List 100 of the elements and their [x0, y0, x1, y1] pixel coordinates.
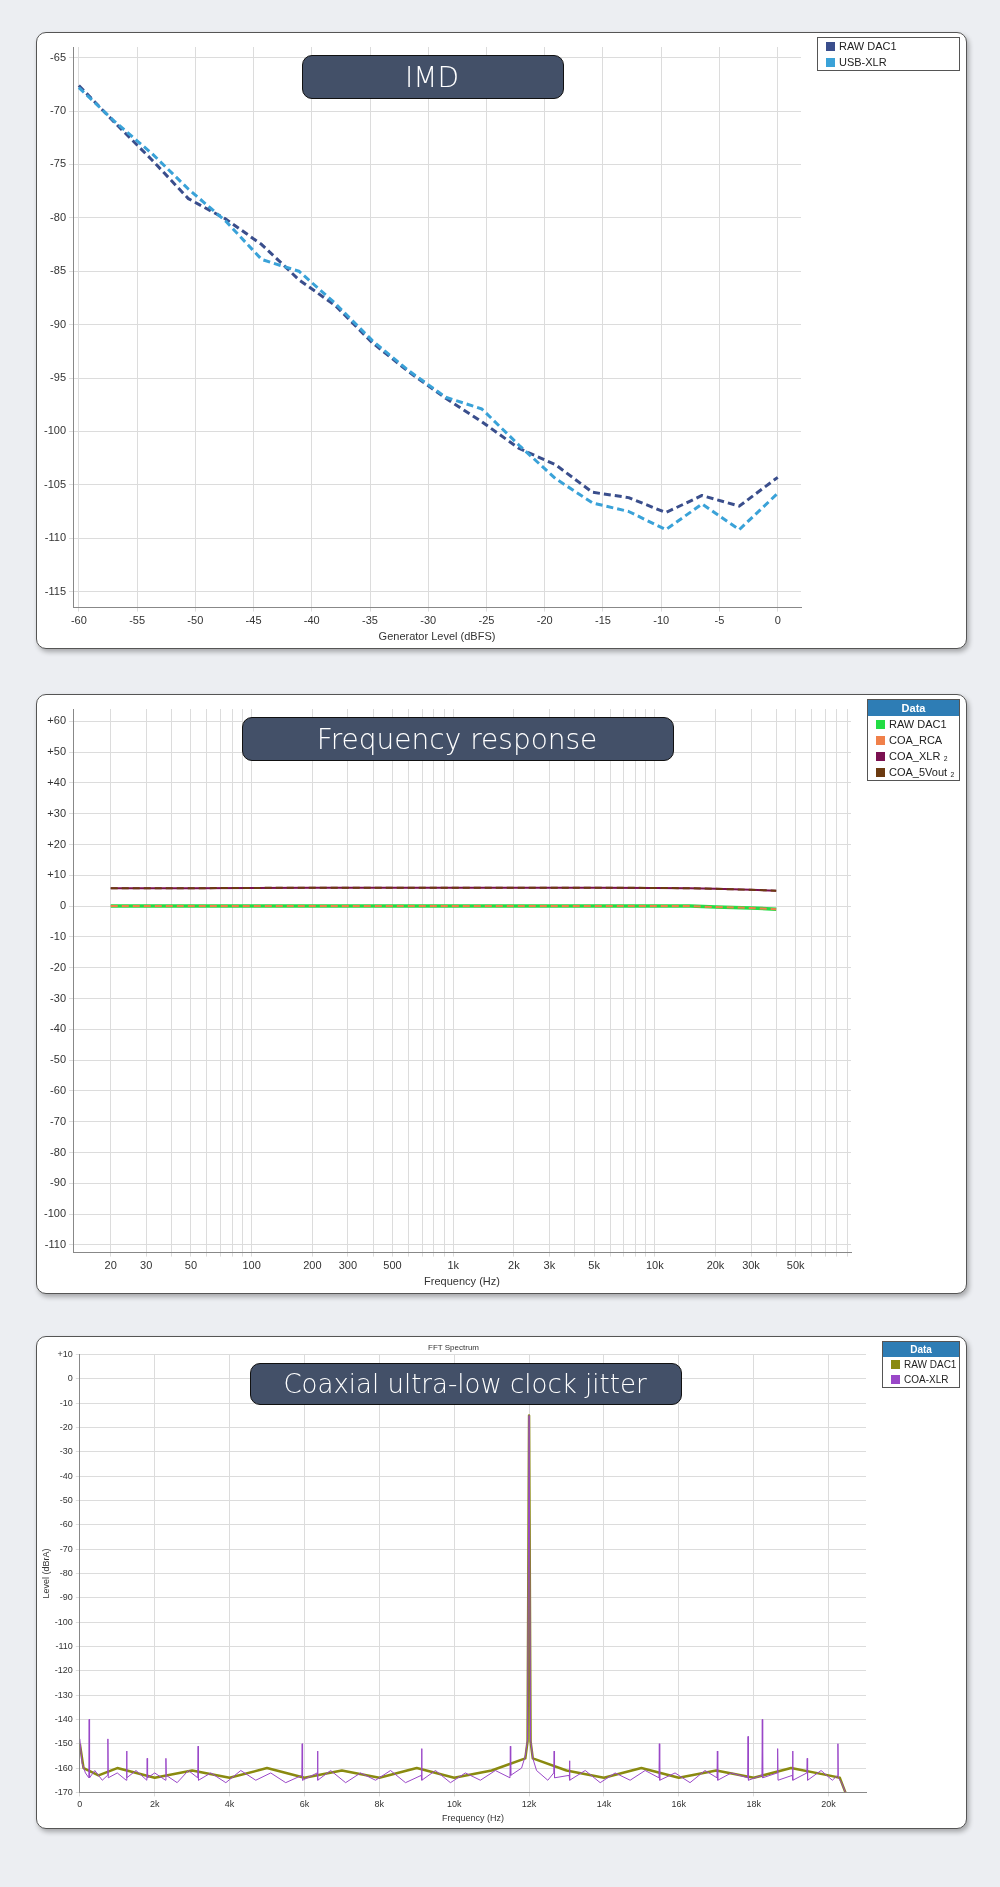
x-tick-label: -60 — [70, 614, 87, 627]
legend-title: Data — [868, 700, 959, 716]
y-axis-title: Level (dBrA) — [40, 1548, 51, 1599]
x-tick-label: 50 — [184, 1259, 198, 1272]
x-tick-label: -40 — [303, 614, 320, 627]
legend-title: Data — [883, 1342, 959, 1357]
y-tick-label: -40 — [50, 1022, 67, 1035]
text: Frequency response — [315, 723, 599, 756]
x-tick-label: 10k — [645, 1259, 665, 1272]
text: Coaxial ultra-low clock jitter — [282, 1369, 648, 1399]
y-tick-label: -80 — [50, 210, 67, 223]
x-tick-label: -10 — [653, 614, 670, 627]
x-tick-label: 30 — [140, 1259, 153, 1272]
x-tick-label: 18k — [746, 1799, 762, 1810]
x-tick-label: 20k — [706, 1259, 725, 1272]
x-axis-title: Generator Level (dBFS) — [378, 630, 496, 643]
y-tick-label: -100 — [43, 1207, 67, 1220]
y-tick-label: -110 — [44, 1237, 67, 1250]
y-tick-label: 0 — [67, 1373, 73, 1384]
x-tick-label: 20k — [821, 1799, 837, 1810]
y-tick-label: -40 — [59, 1470, 73, 1481]
x-tick-label: 500 — [383, 1259, 402, 1272]
y-tick-label: -30 — [50, 991, 67, 1004]
x-tick-label: 3k — [543, 1259, 556, 1272]
y-tick-label: +30 — [47, 806, 67, 819]
y-tick-label: -50 — [59, 1495, 73, 1506]
x-tick-label: 0 — [77, 1799, 83, 1810]
y-tick-label: +20 — [47, 837, 67, 850]
legend-label: COA_XLR ₂ — [889, 750, 948, 762]
y-tick-label: -100 — [54, 1616, 73, 1627]
x-tick-label: 2k — [508, 1259, 521, 1272]
x-tick-label: 4k — [224, 1799, 235, 1810]
x-tick-label: -35 — [362, 614, 378, 627]
y-tick-label: +10 — [47, 868, 67, 881]
y-tick-label: -60 — [59, 1519, 73, 1530]
x-tick-label: 10k — [446, 1799, 462, 1810]
y-tick-label: -20 — [50, 960, 67, 973]
legend-label: RAW DAC1 — [889, 718, 947, 730]
text: IMD — [404, 61, 460, 94]
y-tick-label: -170 — [54, 1786, 73, 1797]
y-tick-label: -95 — [50, 371, 67, 384]
y-tick-label: +50 — [47, 745, 67, 758]
y-tick-label: -105 — [43, 477, 67, 490]
x-axis-title: Frequency (Hz) — [441, 1813, 504, 1824]
y-tick-label: -60 — [50, 1083, 67, 1096]
legend-label: COA-XLR — [904, 1374, 949, 1385]
legend-label: COA_RCA — [889, 734, 943, 746]
x-tick-label: -25 — [478, 614, 495, 627]
x-tick-label: 14k — [596, 1799, 612, 1810]
y-tick-label: +40 — [47, 775, 67, 788]
y-tick-label: -115 — [44, 584, 67, 597]
x-tick-label: -15 — [595, 614, 611, 627]
y-tick-label: -70 — [59, 1543, 73, 1554]
x-tick-label: -45 — [245, 614, 262, 627]
y-tick-label: -90 — [59, 1592, 73, 1603]
y-tick-label: -30 — [59, 1446, 73, 1457]
x-tick-label: -5 — [714, 614, 725, 627]
x-tick-label: 200 — [303, 1259, 322, 1272]
x-tick-label: -20 — [536, 614, 553, 627]
x-axis-title: Frequency (Hz) — [424, 1275, 500, 1288]
legend-label: COA_5Vout ₂ — [889, 766, 955, 778]
legend-label: RAW DAC1 — [904, 1359, 957, 1370]
y-tick-label: -110 — [44, 531, 67, 544]
x-tick-label: -55 — [129, 614, 146, 627]
y-tick-label: -75 — [50, 157, 67, 170]
x-tick-label: -50 — [187, 614, 204, 627]
x-tick-label: 5k — [588, 1259, 601, 1272]
y-tick-label: -10 — [50, 929, 67, 942]
y-tick-label: 0 — [59, 899, 67, 912]
y-tick-label: -10 — [59, 1397, 73, 1408]
x-tick-label: 12k — [521, 1799, 537, 1810]
y-tick-label: -80 — [50, 1145, 67, 1158]
y-tick-label: -120 — [54, 1665, 73, 1676]
x-tick-label: 20 — [104, 1259, 117, 1272]
y-tick-label: -70 — [50, 104, 67, 117]
x-tick-label: 100 — [242, 1259, 261, 1272]
x-tick-label: 50k — [786, 1259, 806, 1272]
y-tick-label: -65 — [50, 50, 67, 63]
y-tick-label: -160 — [54, 1762, 73, 1773]
y-tick-label: -110 — [55, 1640, 73, 1651]
y-tick-label: -150 — [54, 1738, 73, 1749]
y-tick-label: -130 — [54, 1689, 73, 1700]
y-tick-label: -50 — [50, 1053, 67, 1066]
legend-label: RAW DAC1 — [839, 40, 897, 52]
x-tick-label: 0 — [774, 614, 781, 627]
x-tick-label: 1k — [447, 1259, 460, 1272]
y-tick-label: +10 — [57, 1349, 73, 1360]
y-tick-label: -80 — [59, 1567, 73, 1578]
y-tick-label: -70 — [50, 1114, 67, 1127]
x-tick-label: 16k — [671, 1799, 687, 1810]
x-tick-label: -30 — [420, 614, 437, 627]
y-tick-label: -100 — [43, 424, 67, 437]
x-tick-label: 2k — [149, 1799, 160, 1810]
y-tick-label: -140 — [54, 1713, 73, 1724]
x-tick-label: 30k — [742, 1259, 761, 1272]
y-tick-label: -90 — [50, 1176, 67, 1189]
x-tick-label: 300 — [338, 1259, 357, 1272]
x-tick-label: 8k — [374, 1799, 385, 1810]
x-tick-label: 6k — [299, 1799, 310, 1810]
legend-label: USB-XLR — [839, 56, 887, 68]
